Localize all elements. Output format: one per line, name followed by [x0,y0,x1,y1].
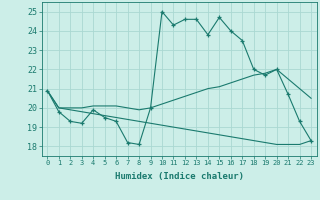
X-axis label: Humidex (Indice chaleur): Humidex (Indice chaleur) [115,172,244,181]
